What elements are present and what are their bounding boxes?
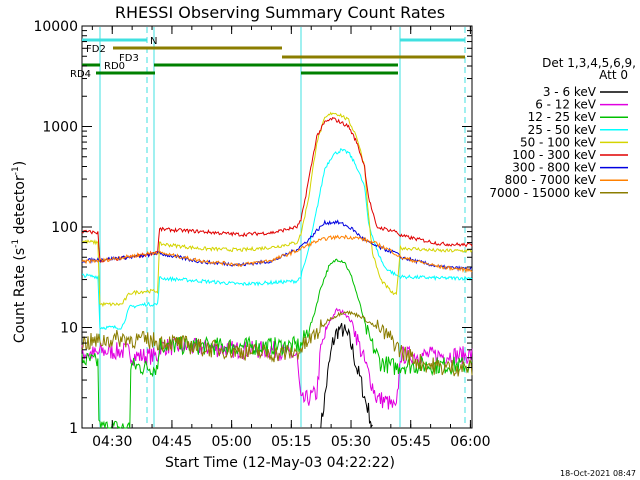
x-tick-label: 05:30 xyxy=(331,434,371,450)
flag-label-fd2: FD2 xyxy=(86,44,106,55)
series-line-1 xyxy=(81,307,473,410)
y-axis-label-sup2: -1 xyxy=(11,166,21,175)
timestamp: 18-Oct-2021 08:47 xyxy=(560,469,636,478)
legend-label-5: 100 - 300 keV xyxy=(512,148,596,162)
y-tick-label: 100 xyxy=(51,220,78,236)
x-tick-label: 04:45 xyxy=(152,434,192,450)
y-tick-label: 1000 xyxy=(42,120,78,136)
y-axis-label: Count Rate (s-1 detector-1) xyxy=(11,161,28,343)
x-tick-label: 04:30 xyxy=(92,434,132,450)
series-line-3 xyxy=(81,148,473,330)
y-tick-label: 1 xyxy=(69,421,78,437)
series-layer xyxy=(81,111,473,430)
y-tick-label: 10 xyxy=(60,321,78,337)
flag-label-n: N xyxy=(150,36,157,47)
legend-label-1: 6 - 12 keV xyxy=(535,98,597,112)
y-axis-label-sup1: -1 xyxy=(11,239,21,248)
flag-label-rd0: RD0 xyxy=(104,61,125,72)
x-tick-label: 05:15 xyxy=(271,434,311,450)
x-axis-label: Start Time (12-May-03 04:22:22) xyxy=(165,455,395,471)
legend-label-7: 800 - 7000 keV xyxy=(505,173,597,187)
series-line-6 xyxy=(82,219,473,272)
series-line-7 xyxy=(81,234,473,273)
chart-title: RHESSI Observing Summary Count Rates xyxy=(115,3,445,22)
series-line-8 xyxy=(81,310,473,377)
x-axis: 04:30 04:45 05:00 05:15 05:30 05:45 06:00 xyxy=(91,26,491,450)
series-line-5 xyxy=(81,116,473,264)
legend-label-3: 25 - 50 keV xyxy=(528,123,597,137)
x-tick-label: 05:00 xyxy=(211,434,251,450)
x-tick-label: 05:45 xyxy=(391,434,431,450)
legend-header-1: Det 1,3,4,5,6,9, xyxy=(542,56,636,70)
legend-label-2: 12 - 25 keV xyxy=(528,110,597,124)
legend-label-6: 300 - 800 keV xyxy=(512,161,596,175)
series-line-2 xyxy=(81,258,473,430)
legend-label-8: 7000 - 15000 keV xyxy=(489,186,596,200)
legend-header-2: Att 0 xyxy=(599,68,628,82)
legend-label-4: 50 - 100 keV xyxy=(520,135,597,149)
y-axis-label-mid: detector xyxy=(12,175,28,239)
flag-label-rd4: RD4 xyxy=(70,69,91,80)
y-axis-label-end: ) xyxy=(12,161,28,166)
series-line-0 xyxy=(320,322,373,429)
legend-label-0: 3 - 6 keV xyxy=(543,85,597,99)
y-tick-label: 10000 xyxy=(33,19,78,35)
y-axis: 1 10 100 1000 10000 xyxy=(33,19,472,437)
series-line-4 xyxy=(81,111,473,308)
x-tick-label: 06:00 xyxy=(450,434,490,450)
flag-label-fd3: FD3 xyxy=(119,53,139,64)
y-axis-label-main: Count Rate (s xyxy=(12,248,28,343)
